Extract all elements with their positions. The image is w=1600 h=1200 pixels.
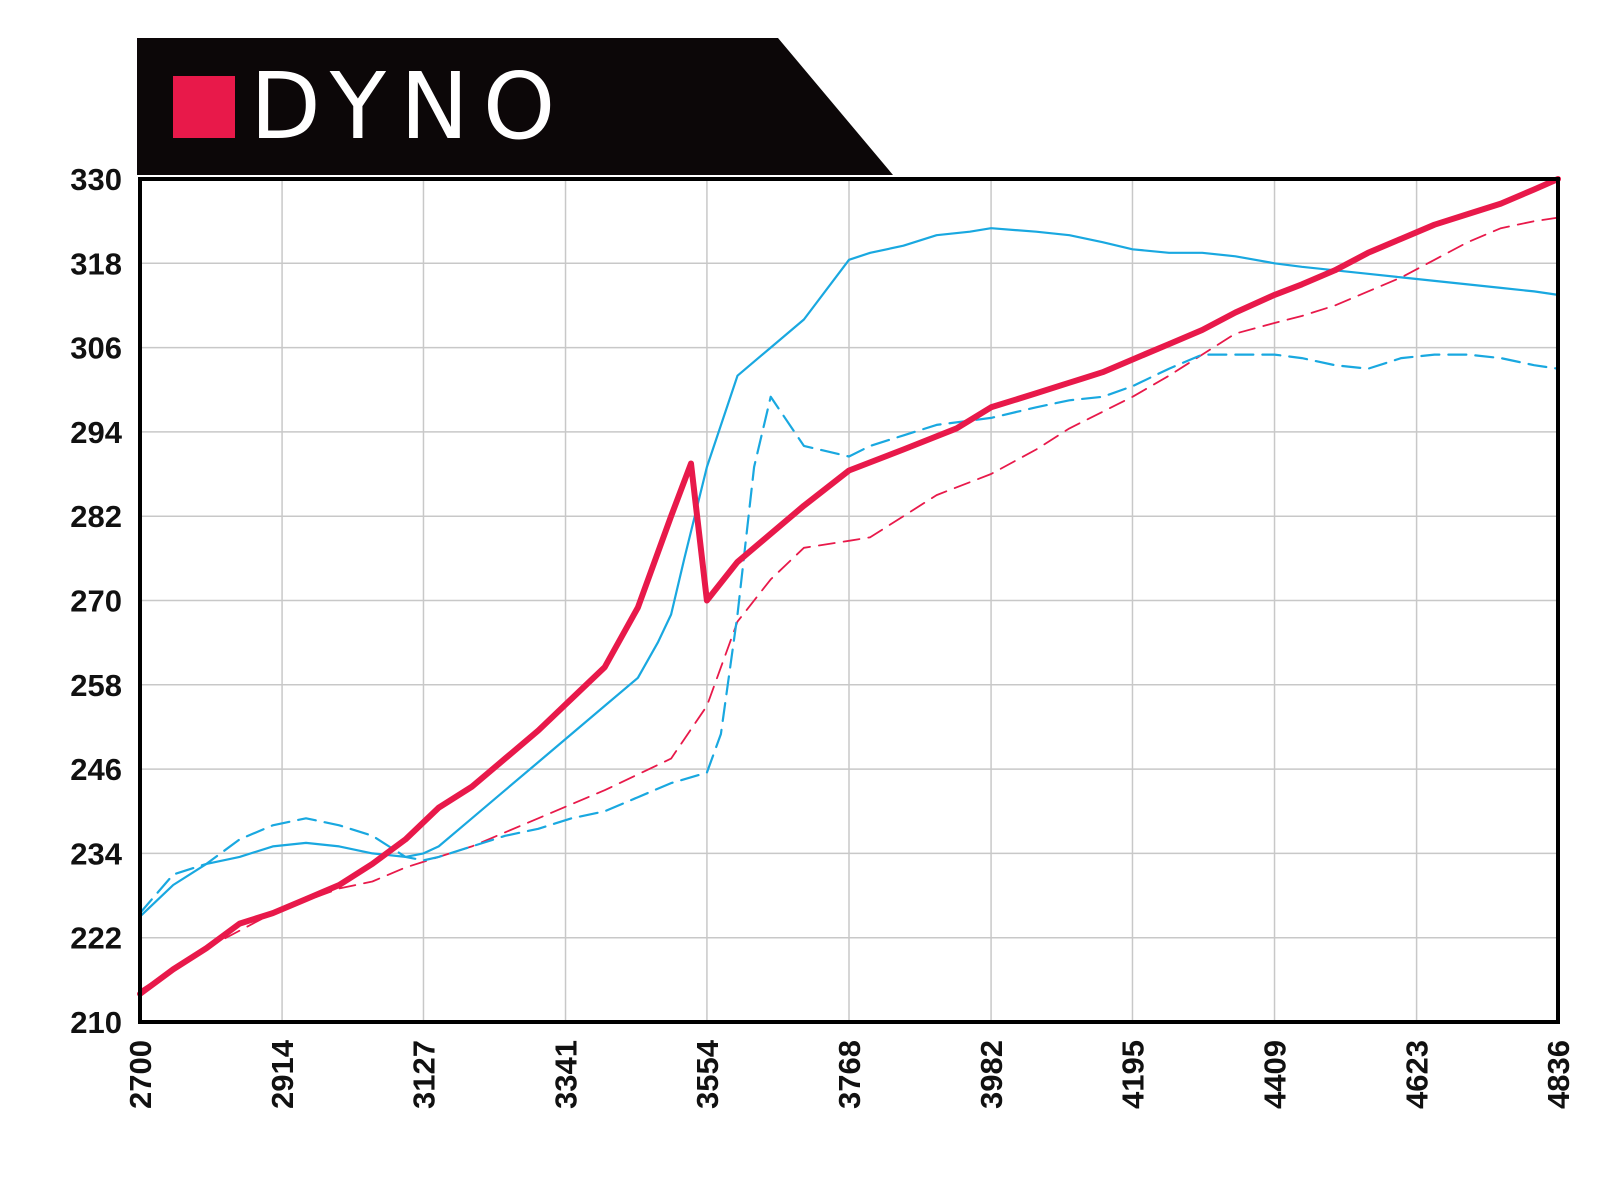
- x-tick-label: 4836: [1541, 1040, 1576, 1109]
- series-line-red-solid-thick: [137, 176, 1561, 997]
- y-tick-label: 258: [70, 668, 122, 703]
- x-tick-label: 3982: [974, 1040, 1009, 1109]
- series-line-blue-dashed: [138, 353, 1560, 915]
- x-tick-label: 4195: [1115, 1040, 1150, 1109]
- x-tick-label: 4409: [1258, 1040, 1293, 1109]
- y-tick-label: 282: [70, 499, 122, 534]
- gridlines: [139, 178, 1559, 1023]
- x-tick-label: 3768: [832, 1040, 867, 1109]
- chart-title: DYNO: [250, 53, 569, 160]
- x-axis: 2700 2914 3127 3341 3554 3768 3982 4195 4409 4623…: [123, 1039, 1576, 1109]
- x-tick-label: 2914: [265, 1039, 300, 1109]
- x-tick-label: 3127: [406, 1040, 441, 1109]
- title-accent-square: [173, 76, 235, 138]
- y-tick-label: 306: [70, 331, 122, 366]
- x-tick-label: 2700: [123, 1040, 158, 1109]
- y-tick-label: 234: [70, 836, 122, 871]
- y-axis: 330 318 306 294 282 270 258 246 234 222 210: [70, 162, 122, 1040]
- y-tick-label: 270: [70, 584, 122, 619]
- x-tick-label: 4623: [1400, 1040, 1435, 1109]
- series-layer: [137, 176, 1561, 997]
- y-tick-label: 294: [70, 415, 122, 450]
- x-tick-label: 3341: [549, 1040, 584, 1109]
- y-tick-label: 330: [70, 162, 122, 197]
- y-tick-label: 210: [70, 1005, 122, 1040]
- y-tick-label: 246: [70, 752, 122, 787]
- title-banner: [137, 38, 893, 175]
- series-line-blue-solid: [138, 227, 1560, 918]
- y-tick-label: 222: [70, 921, 122, 956]
- x-tick-label: 3554: [690, 1039, 725, 1109]
- plot-frame: [138, 177, 1560, 1024]
- plot-area: [137, 176, 1561, 1024]
- y-tick-label: 318: [70, 246, 122, 281]
